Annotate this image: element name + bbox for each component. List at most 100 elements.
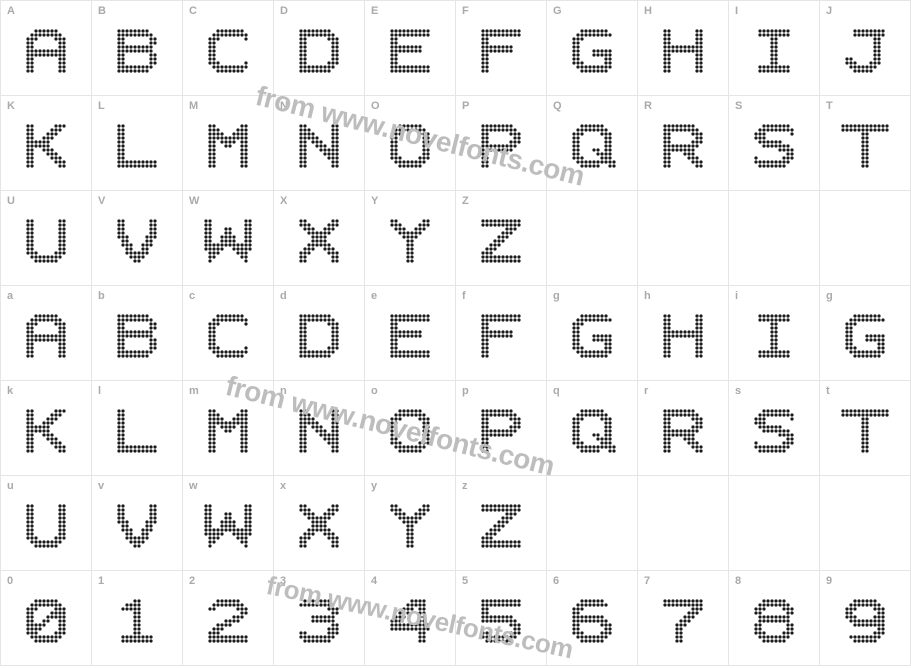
cell-label: E <box>371 5 378 17</box>
glyph <box>365 381 455 475</box>
glyph <box>820 571 910 665</box>
glyph-cell: 3 <box>274 571 364 665</box>
glyph-cell <box>820 191 910 285</box>
glyph-cell: w <box>183 476 273 570</box>
cell-label: v <box>98 480 104 492</box>
glyph-cell: i <box>729 286 819 380</box>
glyph <box>456 286 546 380</box>
cell-label: Q <box>553 100 562 112</box>
glyph <box>274 381 364 475</box>
glyph <box>638 571 728 665</box>
glyph-cell <box>638 191 728 285</box>
cell-label: l <box>98 385 101 397</box>
cell-label: g <box>553 290 560 302</box>
glyph <box>274 286 364 380</box>
glyph-cell: o <box>365 381 455 475</box>
cell-label: n <box>280 385 287 397</box>
glyph-cell: e <box>365 286 455 380</box>
glyph-cell: z <box>456 476 546 570</box>
cell-label: b <box>98 290 105 302</box>
cell-label: C <box>189 5 197 17</box>
cell-label: r <box>644 385 648 397</box>
glyph-cell: c <box>183 286 273 380</box>
glyph-cell: S <box>729 96 819 190</box>
glyph <box>547 381 637 475</box>
glyph <box>365 1 455 95</box>
glyph-cell: x <box>274 476 364 570</box>
glyph-cell: X <box>274 191 364 285</box>
glyph-cell: R <box>638 96 728 190</box>
cell-label: R <box>644 100 652 112</box>
glyph-cell: g <box>547 286 637 380</box>
cell-label: 6 <box>553 575 559 587</box>
cell-label: U <box>7 195 15 207</box>
cell-label: w <box>189 480 198 492</box>
glyph-cell: y <box>365 476 455 570</box>
glyph-cell: b <box>92 286 182 380</box>
glyph-cell: p <box>456 381 546 475</box>
glyph <box>456 96 546 190</box>
glyph <box>820 381 910 475</box>
glyph <box>729 96 819 190</box>
cell-label: f <box>462 290 466 302</box>
cell-label: P <box>462 100 469 112</box>
cell-label: Z <box>462 195 469 207</box>
cell-label: p <box>462 385 469 397</box>
glyph <box>638 286 728 380</box>
glyph <box>274 191 364 285</box>
glyph-cell: U <box>1 191 91 285</box>
glyph-cell: T <box>820 96 910 190</box>
glyph-cell: V <box>92 191 182 285</box>
cell-label: h <box>644 290 651 302</box>
glyph-cell <box>729 476 819 570</box>
glyph-cell: q <box>547 381 637 475</box>
glyph <box>547 286 637 380</box>
cell-label: 3 <box>280 575 286 587</box>
glyph <box>92 96 182 190</box>
glyph-cell: 0 <box>1 571 91 665</box>
glyph-cell: g <box>820 286 910 380</box>
cell-label: o <box>371 385 378 397</box>
glyph-cell: Y <box>365 191 455 285</box>
glyph <box>820 96 910 190</box>
glyph-cell: I <box>729 1 819 95</box>
glyph-cell: 9 <box>820 571 910 665</box>
glyph-cell: h <box>638 286 728 380</box>
cell-label: M <box>189 100 198 112</box>
glyph <box>365 286 455 380</box>
glyph <box>456 1 546 95</box>
cell-label: Y <box>371 195 378 207</box>
glyph-cell: l <box>92 381 182 475</box>
glyph <box>365 476 455 570</box>
cell-label: S <box>735 100 742 112</box>
glyph <box>729 286 819 380</box>
cell-label: g <box>826 290 833 302</box>
cell-label: 0 <box>7 575 13 587</box>
glyph <box>729 381 819 475</box>
glyph <box>183 571 273 665</box>
glyph-cell: 1 <box>92 571 182 665</box>
glyph <box>456 191 546 285</box>
glyph <box>365 191 455 285</box>
cell-label: 9 <box>826 575 832 587</box>
cell-label: I <box>735 5 738 17</box>
glyph-cell: 8 <box>729 571 819 665</box>
glyph <box>92 476 182 570</box>
cell-label: c <box>189 290 195 302</box>
glyph-cell: C <box>183 1 273 95</box>
glyph-cell: J <box>820 1 910 95</box>
cell-label: q <box>553 385 560 397</box>
glyph-cell: 7 <box>638 571 728 665</box>
glyph-cell: N <box>274 96 364 190</box>
glyph <box>1 571 91 665</box>
glyph <box>456 381 546 475</box>
glyph <box>92 191 182 285</box>
glyph-cell: P <box>456 96 546 190</box>
glyph-cell: 4 <box>365 571 455 665</box>
glyph-cell: Z <box>456 191 546 285</box>
glyph <box>547 571 637 665</box>
glyph-cell: A <box>1 1 91 95</box>
glyph <box>729 571 819 665</box>
cell-label: u <box>7 480 14 492</box>
glyph-cell: E <box>365 1 455 95</box>
